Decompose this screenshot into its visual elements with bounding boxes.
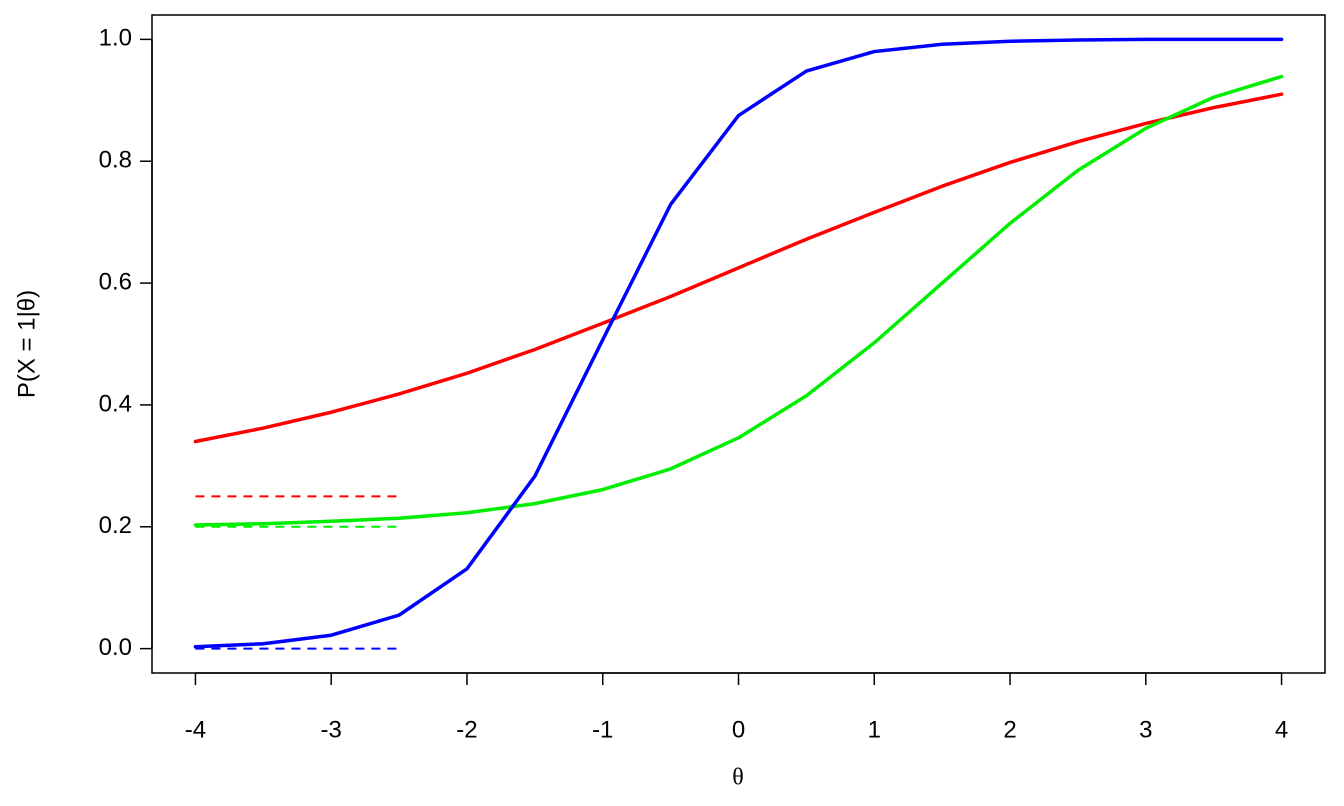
x-tick-label: 1 — [868, 716, 881, 743]
x-tick-label: -2 — [456, 716, 477, 743]
y-axis-label: P(X = 1|θ) — [13, 290, 40, 398]
x-tick-label: 0 — [732, 716, 745, 743]
y-tick-label: 1.0 — [99, 25, 132, 52]
y-tick-label: 0.0 — [99, 634, 132, 661]
y-tick-label: 0.6 — [99, 268, 132, 295]
y-tick-label: 0.2 — [99, 512, 132, 539]
y-tick-label: 0.8 — [99, 147, 132, 174]
x-tick-label: -3 — [321, 716, 342, 743]
x-tick-label: 2 — [1003, 716, 1016, 743]
curve — [193, 74, 1284, 527]
x-tick-label: -1 — [592, 716, 613, 743]
x-tick-label: -4 — [185, 716, 206, 743]
y-tick-label: 0.4 — [99, 390, 132, 417]
curve — [193, 37, 1284, 649]
curve — [193, 92, 1284, 444]
x-tick-label: 4 — [1275, 716, 1288, 743]
x-tick-label: 3 — [1139, 716, 1152, 743]
x-axis-label: θ — [732, 765, 744, 791]
